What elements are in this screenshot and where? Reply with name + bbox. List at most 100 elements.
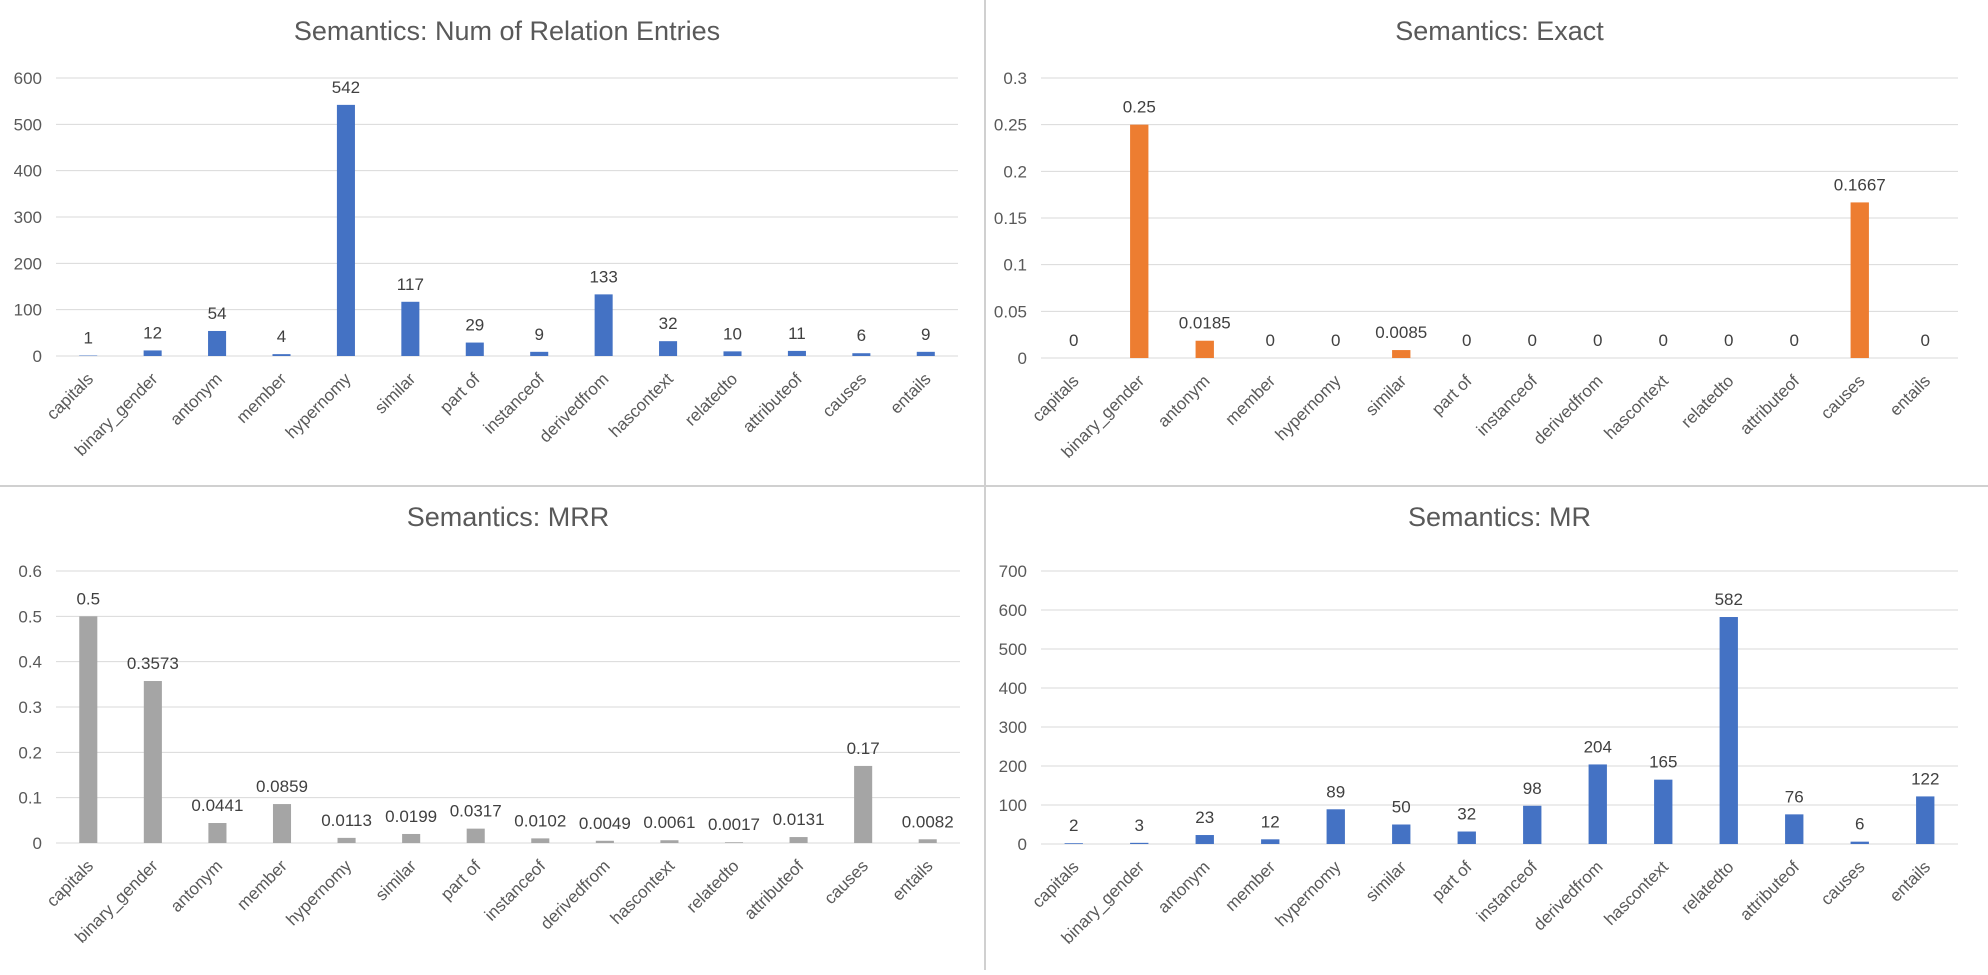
num-entries-data-label: 117 bbox=[397, 275, 424, 294]
num-entries-bar-antonym bbox=[208, 331, 226, 356]
mrr-category-label: hypernomy bbox=[282, 856, 355, 929]
mr-category-label: entails bbox=[1886, 857, 1934, 905]
exact-category-label: attributeof bbox=[1736, 371, 1803, 438]
exact-category-label: part of bbox=[1428, 371, 1476, 419]
mr-ytick-label: 500 bbox=[999, 640, 1027, 659]
mrr-category-label: instanceof bbox=[481, 856, 549, 924]
exact-data-label: 0.0085 bbox=[1375, 323, 1427, 342]
num-entries-data-label: 12 bbox=[143, 323, 162, 342]
exact-category-label: instanceof bbox=[1473, 371, 1541, 439]
exact-data-label: 0 bbox=[1593, 331, 1602, 350]
mrr-bar-hypernomy bbox=[338, 838, 356, 843]
mrr-data-label: 0.0113 bbox=[321, 811, 372, 830]
exact-ytick-label: 0.3 bbox=[1003, 69, 1027, 88]
mrr-ytick-label: 0.4 bbox=[18, 653, 42, 672]
num-entries-category-label: entails bbox=[886, 369, 934, 417]
exact-data-label: 0 bbox=[1266, 331, 1275, 350]
mr-category-label: derivedfrom bbox=[1530, 857, 1607, 934]
mr-data-label: 204 bbox=[1584, 737, 1612, 756]
mr-bar-antonym bbox=[1196, 835, 1214, 844]
mr-bar-part-of bbox=[1458, 832, 1476, 844]
num-entries-bar-derivedfrom bbox=[595, 294, 613, 356]
num-entries-bar-causes bbox=[852, 353, 870, 356]
exact-category-label: entails bbox=[1886, 371, 1934, 419]
mr-category-label: part of bbox=[1428, 857, 1476, 905]
exact-ytick-label: 0 bbox=[1018, 349, 1027, 368]
mrr-bar-binary_gender bbox=[144, 681, 162, 843]
exact-category-label: derivedfrom bbox=[1530, 371, 1607, 448]
num-entries-data-label: 11 bbox=[788, 324, 806, 343]
mr-category-label: instanceof bbox=[1473, 857, 1541, 925]
mrr-data-label: 0.0061 bbox=[643, 813, 695, 832]
num-entries-category-label: antonym bbox=[166, 369, 226, 429]
mrr-data-label: 0.0102 bbox=[514, 811, 566, 830]
exact-data-label: 0 bbox=[1724, 331, 1733, 350]
mrr-bar-derivedfrom bbox=[596, 841, 614, 843]
chart-mr: Semantics: MR01002003004005006007002capi… bbox=[986, 487, 1988, 970]
num-entries-category-label: causes bbox=[819, 369, 871, 421]
exact-category-label: relatedto bbox=[1677, 371, 1737, 431]
mrr-bar-entails bbox=[919, 839, 937, 843]
exact-data-label: 0 bbox=[1921, 331, 1930, 350]
num-entries-category-label: instanceof bbox=[480, 369, 548, 437]
num-entries-ytick-label: 500 bbox=[14, 115, 42, 134]
exact-category-label: causes bbox=[1817, 371, 1869, 423]
mr-bar-causes bbox=[1851, 842, 1869, 844]
mrr-ytick-label: 0.3 bbox=[18, 698, 42, 717]
num-entries-category-label: hypernomy bbox=[282, 369, 355, 442]
num-entries-ytick-label: 400 bbox=[14, 162, 42, 181]
mr-data-label: 12 bbox=[1261, 812, 1280, 831]
num-entries-data-label: 133 bbox=[589, 267, 617, 286]
exact-bar-similar bbox=[1392, 350, 1410, 358]
mrr-bar-part-of bbox=[467, 829, 485, 843]
num-entries-bar-binary_gender bbox=[144, 350, 162, 356]
mrr-data-label: 0.0441 bbox=[191, 796, 243, 815]
mr-bar-similar bbox=[1392, 825, 1410, 845]
num-entries-ytick-label: 100 bbox=[14, 301, 42, 320]
num-entries-data-label: 9 bbox=[534, 325, 543, 344]
mr-category-label: member bbox=[1222, 857, 1280, 915]
mr-category-label: antonym bbox=[1154, 857, 1214, 917]
num-entries-title: Semantics: Num of Relation Entries bbox=[294, 16, 720, 46]
mr-category-label: hascontext bbox=[1600, 857, 1672, 929]
exact-bar-causes bbox=[1851, 202, 1869, 358]
mr-bar-hascontext bbox=[1654, 780, 1672, 844]
mr-data-label: 32 bbox=[1457, 805, 1476, 824]
mr-title: Semantics: MR bbox=[1408, 502, 1591, 532]
mrr-data-label: 0.0049 bbox=[579, 814, 631, 833]
mrr-data-label: 0.5 bbox=[76, 589, 100, 608]
mr-bar-instanceof bbox=[1523, 806, 1541, 844]
num-entries-category-label: hascontext bbox=[605, 369, 677, 441]
mrr-data-label: 0.0859 bbox=[256, 777, 308, 796]
mrr-data-label: 0.0017 bbox=[708, 815, 760, 834]
exact-data-label: 0 bbox=[1462, 331, 1471, 350]
mrr-category-label: member bbox=[233, 856, 291, 914]
mr-category-label: similar bbox=[1362, 857, 1410, 905]
num-entries-bar-instanceof bbox=[530, 352, 548, 356]
num-entries-ytick-label: 0 bbox=[33, 347, 42, 366]
num-entries-ytick-label: 300 bbox=[14, 208, 42, 227]
mr-data-label: 98 bbox=[1523, 779, 1542, 798]
num-entries-data-label: 54 bbox=[208, 304, 227, 323]
mrr-category-label: hascontext bbox=[607, 856, 679, 928]
num-entries-ytick-label: 200 bbox=[14, 254, 42, 273]
exact-data-label: 0 bbox=[1659, 331, 1668, 350]
exact-category-label: hascontext bbox=[1600, 371, 1672, 443]
mrr-category-label: entails bbox=[888, 856, 936, 904]
mrr-bar-relatedto bbox=[725, 842, 743, 843]
mrr-data-label: 0.0131 bbox=[773, 810, 825, 829]
mr-data-label: 122 bbox=[1911, 769, 1939, 788]
mr-ytick-label: 300 bbox=[999, 718, 1027, 737]
mrr-bar-antonym bbox=[208, 823, 226, 843]
exact-data-label: 0 bbox=[1790, 331, 1799, 350]
mrr-bar-hascontext bbox=[660, 840, 678, 843]
mr-ytick-label: 200 bbox=[999, 757, 1027, 776]
mr-ytick-label: 400 bbox=[999, 679, 1027, 698]
mrr-title: Semantics: MRR bbox=[407, 502, 610, 532]
num-entries-category-label: similar bbox=[371, 369, 419, 417]
mr-bar-binary_gender bbox=[1130, 843, 1148, 844]
mr-category-label: hypernomy bbox=[1272, 857, 1345, 930]
num-entries-data-label: 6 bbox=[857, 326, 866, 345]
